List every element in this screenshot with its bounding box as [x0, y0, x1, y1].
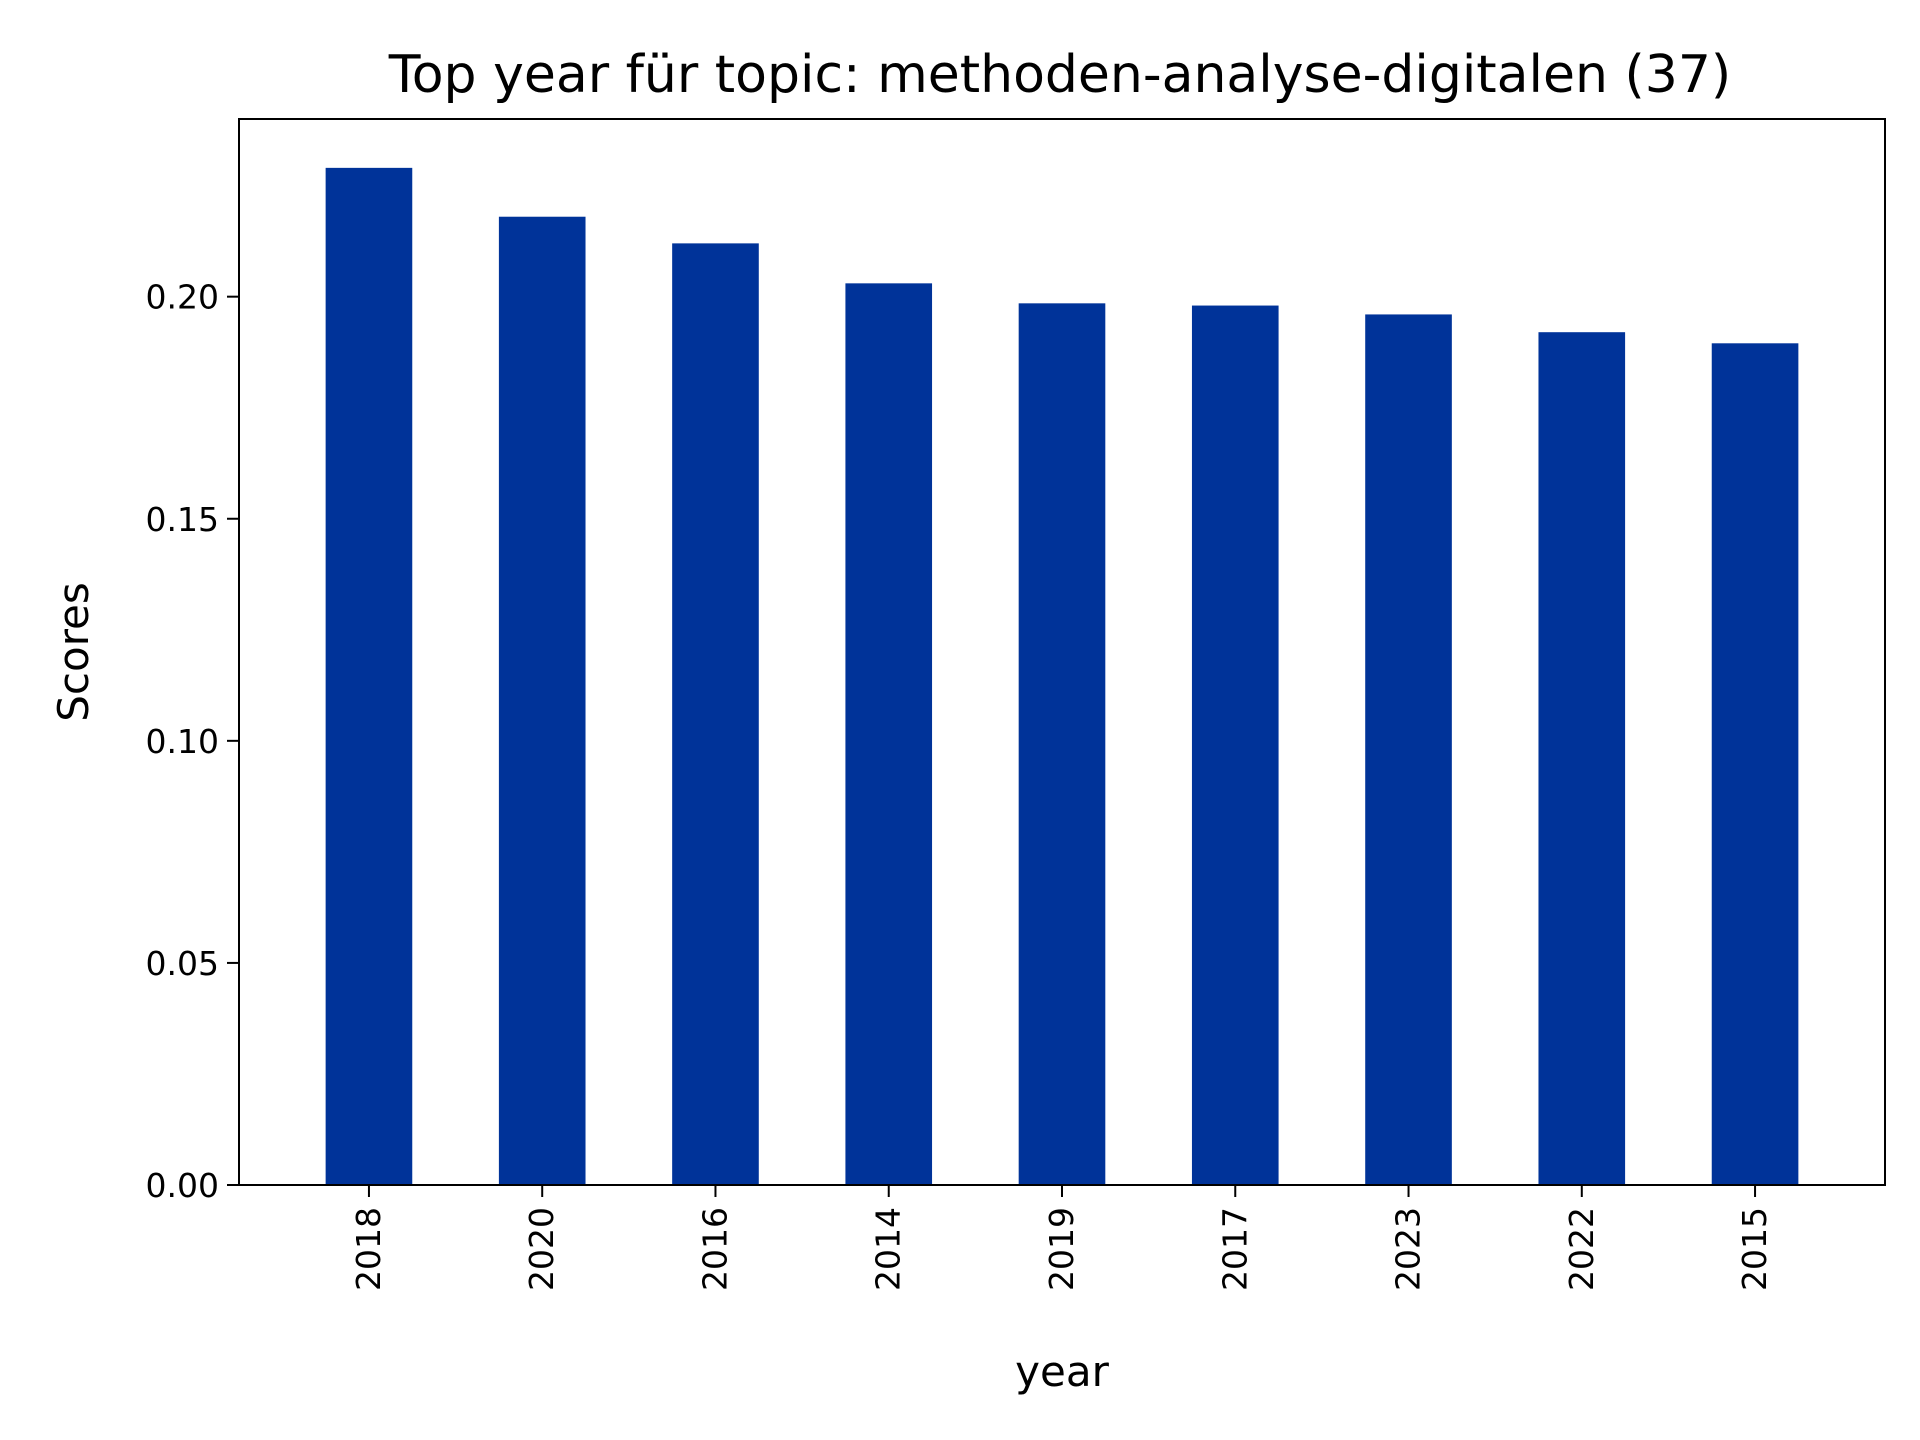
y-tick-label: 0.00: [146, 1166, 219, 1205]
x-tick-label-2015: 2015: [1735, 1207, 1774, 1291]
bar-2022: [1538, 332, 1626, 1185]
y-tick-label: 0.05: [146, 944, 219, 983]
y-axis-label: Scores: [49, 582, 98, 722]
x-tick-label-2014: 2014: [869, 1207, 908, 1291]
x-tick-label-2023: 2023: [1389, 1207, 1428, 1291]
plot-frame: [238, 118, 1886, 1186]
y-tick-label: 0.10: [146, 722, 219, 761]
bar-2015: [1711, 343, 1799, 1185]
bar-2017: [1191, 305, 1279, 1185]
x-tick-label-2018: 2018: [349, 1207, 388, 1291]
bars-layer: [325, 167, 1799, 1186]
bar-2018: [325, 167, 413, 1186]
x-tick-label-2020: 2020: [522, 1207, 561, 1291]
bar-2020: [498, 216, 586, 1186]
x-tick-label-2019: 2019: [1042, 1207, 1081, 1291]
x-axis-label: year: [1015, 1347, 1109, 1396]
y-tick-label: 0.20: [146, 278, 219, 317]
x-axis: 2018 2020 2016 2014 2019 2017 2023 2022 2015: [349, 1185, 1774, 1291]
x-tick-label-2016: 2016: [695, 1207, 734, 1291]
bar-2016: [672, 243, 759, 1185]
y-tick-label: 0.15: [146, 500, 219, 539]
bar-2019: [1018, 303, 1106, 1186]
x-tick-label-2017: 2017: [1215, 1207, 1254, 1291]
y-axis: 0.00 0.05 0.10 0.15 0.20: [146, 278, 239, 1205]
bar-2023: [1365, 314, 1452, 1185]
bar-2014: [845, 283, 933, 1186]
chart-title: Top year für topic: methoden-analyse-dig…: [388, 45, 1731, 105]
x-tick-label-2022: 2022: [1562, 1207, 1601, 1291]
